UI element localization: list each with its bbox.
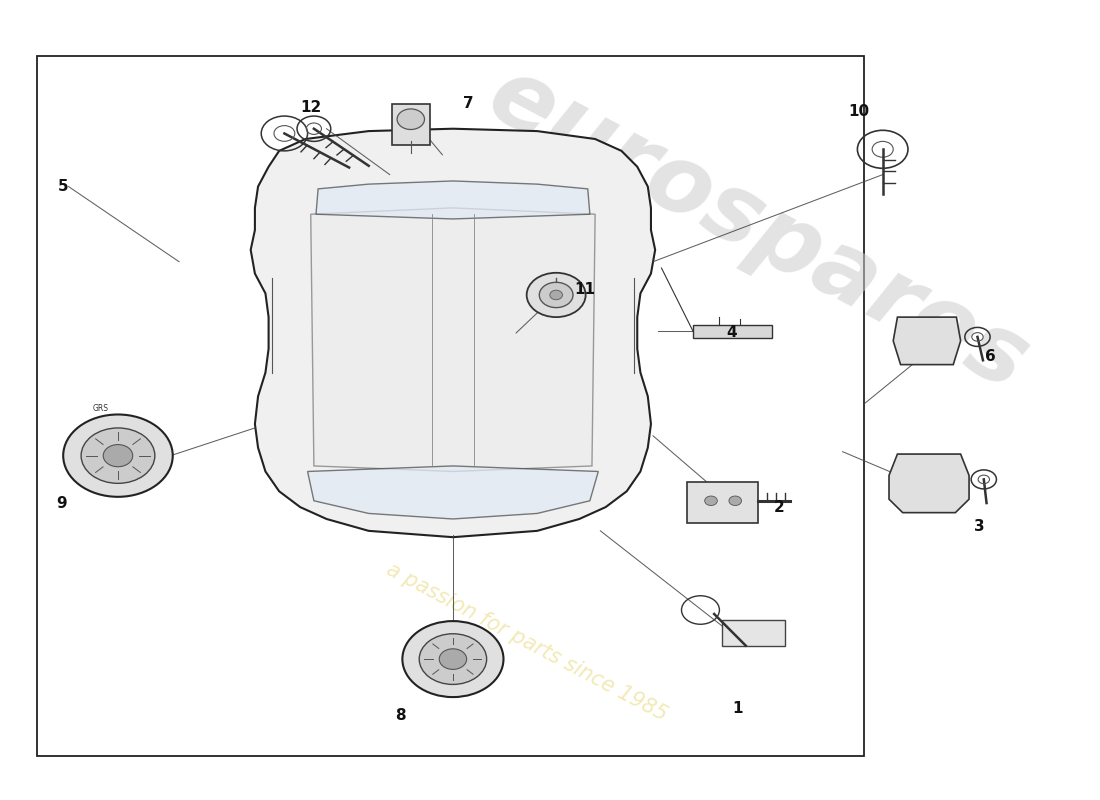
- Polygon shape: [889, 454, 969, 513]
- Polygon shape: [893, 317, 960, 365]
- Text: 2: 2: [774, 500, 784, 514]
- Text: 12: 12: [300, 100, 321, 115]
- Circle shape: [81, 428, 155, 483]
- Text: 7: 7: [463, 96, 474, 111]
- Polygon shape: [316, 181, 590, 219]
- Text: eurospares: eurospares: [473, 49, 1044, 411]
- Bar: [722, 620, 784, 646]
- Polygon shape: [310, 208, 595, 471]
- Text: 9: 9: [56, 496, 66, 510]
- Circle shape: [103, 445, 133, 466]
- Text: 4: 4: [727, 326, 737, 341]
- Circle shape: [403, 621, 504, 697]
- Text: 1: 1: [733, 702, 742, 717]
- Polygon shape: [251, 129, 656, 537]
- Circle shape: [705, 496, 717, 506]
- Text: 10: 10: [848, 104, 869, 118]
- Circle shape: [439, 649, 466, 670]
- Polygon shape: [308, 466, 598, 519]
- Circle shape: [729, 496, 741, 506]
- Text: GRS: GRS: [94, 404, 109, 414]
- Circle shape: [539, 282, 573, 308]
- Bar: [392, 104, 430, 146]
- Circle shape: [550, 290, 562, 300]
- Circle shape: [527, 273, 585, 317]
- Bar: [686, 482, 758, 523]
- Circle shape: [419, 634, 486, 685]
- Text: 6: 6: [984, 349, 996, 364]
- Bar: [693, 325, 772, 338]
- Bar: [37, 56, 864, 757]
- Circle shape: [397, 109, 425, 130]
- Text: 8: 8: [395, 708, 406, 722]
- Text: a passion for parts since 1985: a passion for parts since 1985: [383, 559, 670, 725]
- Text: 5: 5: [58, 179, 68, 194]
- Circle shape: [63, 414, 173, 497]
- Text: 3: 3: [975, 519, 984, 534]
- Text: 11: 11: [574, 282, 595, 297]
